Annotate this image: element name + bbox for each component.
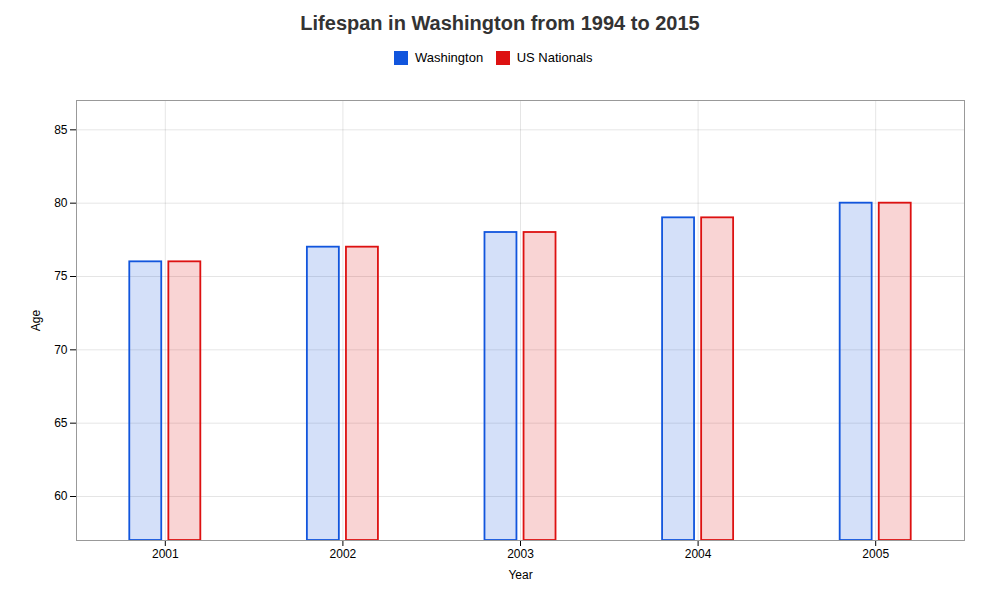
svg-text:Age: Age: [29, 309, 43, 331]
svg-text:2004: 2004: [685, 547, 712, 561]
svg-text:60: 60: [54, 489, 68, 503]
svg-text:Year: Year: [508, 567, 532, 581]
svg-text:85: 85: [54, 122, 68, 136]
svg-text:2003: 2003: [507, 547, 534, 561]
svg-text:75: 75: [54, 269, 68, 283]
html-text:Washington: Washington: [415, 50, 484, 65]
svg-text:2001: 2001: [152, 547, 179, 561]
svg-text:2005: 2005: [862, 547, 889, 561]
svg-text:2002: 2002: [330, 547, 357, 561]
html-text:US Nationals: US Nationals: [516, 50, 593, 65]
svg-text:65: 65: [54, 416, 68, 430]
svg-text:70: 70: [54, 342, 68, 356]
html-text:Lifespan in Washington from 19: Lifespan in Washington from 1994 to 2015: [300, 12, 700, 34]
svg-text:80: 80: [54, 196, 68, 210]
